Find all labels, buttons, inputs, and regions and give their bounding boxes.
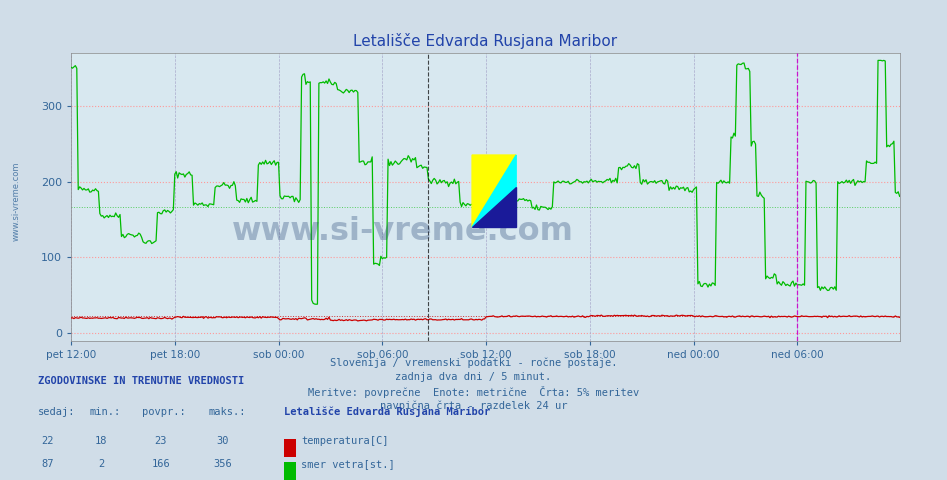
- Text: 87: 87: [41, 459, 54, 469]
- Text: Letališče Edvarda Rusjana Maribor: Letališče Edvarda Rusjana Maribor: [284, 406, 491, 417]
- Text: maks.:: maks.:: [208, 407, 246, 417]
- Title: Letališče Edvarda Rusjana Maribor: Letališče Edvarda Rusjana Maribor: [353, 33, 617, 49]
- Text: min.:: min.:: [90, 407, 121, 417]
- Text: ZGODOVINSKE IN TRENUTNE VREDNOSTI: ZGODOVINSKE IN TRENUTNE VREDNOSTI: [38, 376, 244, 386]
- Text: 22: 22: [41, 436, 54, 446]
- Text: smer vetra[st.]: smer vetra[st.]: [301, 459, 395, 469]
- Text: 30: 30: [216, 436, 229, 446]
- Text: www.si-vreme.com: www.si-vreme.com: [231, 216, 574, 247]
- Text: sedaj:: sedaj:: [38, 407, 76, 417]
- Polygon shape: [472, 155, 516, 227]
- Text: povpr.:: povpr.:: [142, 407, 186, 417]
- Text: 2: 2: [98, 459, 104, 469]
- Text: Meritve: povprečne  Enote: metrične  Črta: 5% meritev: Meritve: povprečne Enote: metrične Črta:…: [308, 386, 639, 398]
- Polygon shape: [472, 188, 516, 227]
- Text: zadnja dva dni / 5 minut.: zadnja dva dni / 5 minut.: [396, 372, 551, 382]
- Text: www.si-vreme.com: www.si-vreme.com: [11, 162, 21, 241]
- Polygon shape: [472, 155, 516, 227]
- Text: 23: 23: [154, 436, 168, 446]
- Text: 356: 356: [213, 459, 232, 469]
- Text: temperatura[C]: temperatura[C]: [301, 436, 388, 446]
- Text: Slovenija / vremenski podatki - ročne postaje.: Slovenija / vremenski podatki - ročne po…: [330, 358, 617, 368]
- Text: navpična črta - razdelek 24 ur: navpična črta - razdelek 24 ur: [380, 401, 567, 411]
- Text: 18: 18: [95, 436, 108, 446]
- Text: 166: 166: [152, 459, 170, 469]
